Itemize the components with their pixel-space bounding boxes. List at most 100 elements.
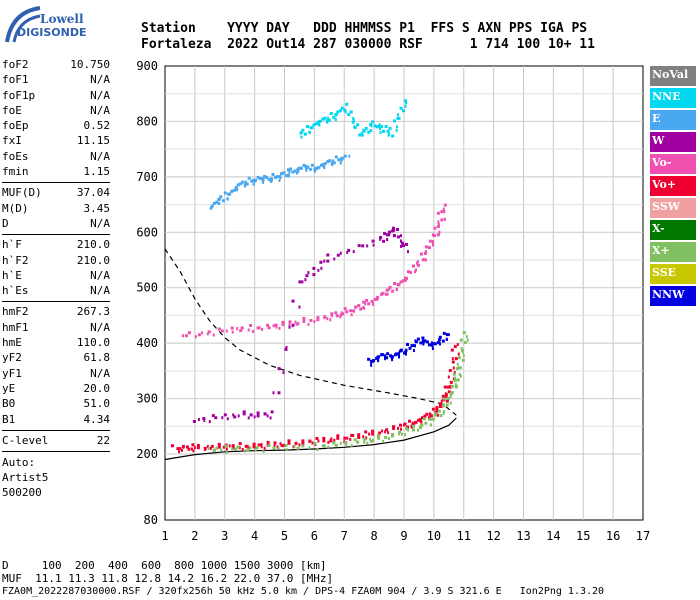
param-value: N/A (90, 88, 110, 102)
echo-point (414, 270, 416, 274)
echo-point (443, 217, 446, 221)
echo-point (424, 245, 428, 249)
echo-point (327, 445, 330, 449)
echo-point (346, 436, 349, 440)
echo-point (326, 259, 330, 263)
param-name: C-level (2, 433, 49, 447)
echo-point (434, 412, 437, 416)
echo-point (382, 239, 386, 243)
echo-point (456, 343, 459, 347)
echo-point (449, 394, 452, 398)
echo-point (241, 180, 245, 184)
echo-point (438, 337, 441, 341)
echo-point (388, 285, 392, 289)
echo-point (404, 99, 407, 103)
echo-point (438, 230, 441, 234)
echo-point (367, 302, 371, 306)
echo-point (437, 409, 441, 413)
echo-point (200, 331, 203, 335)
echo-point (246, 448, 250, 452)
echo-point (387, 431, 390, 435)
echo-point (285, 448, 288, 452)
echo-point (282, 371, 285, 375)
echo-point (231, 444, 235, 448)
echo-point (349, 437, 352, 441)
param-value: N/A (90, 268, 110, 282)
echo-point (302, 319, 306, 323)
echo-point (309, 126, 312, 130)
echo-point (236, 327, 239, 331)
echo-point (336, 434, 340, 438)
echo-point (305, 168, 308, 172)
param-name: B0 (2, 397, 16, 411)
echo-point (316, 448, 319, 451)
echo-point (230, 326, 234, 330)
echo-point (375, 125, 379, 129)
echo-point (347, 248, 351, 252)
echo-point (391, 357, 393, 361)
echo-point (378, 123, 381, 127)
echo-point (293, 169, 297, 173)
echo-point (287, 441, 291, 445)
legend-item: NoVal (650, 66, 696, 86)
echo-point (435, 406, 439, 410)
echo-point (413, 349, 415, 352)
echo-point (228, 444, 231, 448)
echo-point (273, 443, 276, 447)
echo-point (308, 131, 311, 134)
echo-point (403, 422, 407, 426)
echo-point (220, 448, 223, 452)
echo-point (262, 449, 265, 453)
echo-point (274, 175, 278, 179)
logo-digisonde-text: DIGISONDE (17, 26, 87, 39)
echo-point (356, 440, 360, 444)
echo-point (431, 240, 434, 243)
echo-point (322, 439, 326, 443)
echo-point (379, 127, 382, 131)
header-labels: Station YYYY DAY DDD HHMMSS P1 FFS S AXN… (141, 21, 588, 36)
echo-point (319, 163, 323, 167)
param-row: h`F 210.0 (2, 238, 110, 253)
echo-point (440, 218, 444, 222)
echo-point (316, 120, 320, 124)
echo-point (377, 436, 381, 440)
echo-point (360, 131, 363, 135)
echo-point (349, 309, 353, 313)
echo-point (387, 233, 391, 237)
param-row: B1 4.34 (2, 413, 110, 428)
x-tick-label: 9 (400, 529, 407, 543)
echo-point (361, 244, 365, 248)
x-tick-label: 12 (486, 529, 500, 543)
echo-point (344, 441, 348, 445)
echo-point (280, 172, 282, 176)
echo-point (318, 119, 322, 123)
echo-point (261, 176, 264, 180)
param-row: h`Es N/A (2, 284, 110, 299)
echo-point (445, 337, 448, 341)
param-name: MUF(D) (2, 186, 42, 200)
echo-point (223, 413, 227, 417)
echo-point (223, 191, 227, 195)
echo-point (345, 102, 349, 106)
echo-point (221, 416, 224, 420)
echo-point (218, 202, 221, 205)
echo-point (262, 180, 265, 184)
y-tick-label: 80 (144, 513, 158, 527)
param-value: N/A (90, 149, 110, 163)
echo-point (385, 292, 388, 296)
param-row: B0 51.0 (2, 397, 110, 412)
echo-point (300, 130, 303, 134)
echo-point (326, 253, 330, 257)
echo-point (347, 113, 351, 116)
param-value: 210.0 (76, 238, 110, 252)
echo-point (399, 106, 403, 110)
echo-point (336, 253, 340, 257)
param-row: yF2 61.8 (2, 351, 110, 366)
echo-point (455, 367, 459, 370)
echo-point (364, 127, 368, 130)
param-name: h`Es (2, 284, 29, 298)
echo-point (313, 442, 317, 445)
echo-point (398, 432, 400, 436)
echo-point (271, 173, 275, 176)
echo-point (371, 120, 375, 124)
